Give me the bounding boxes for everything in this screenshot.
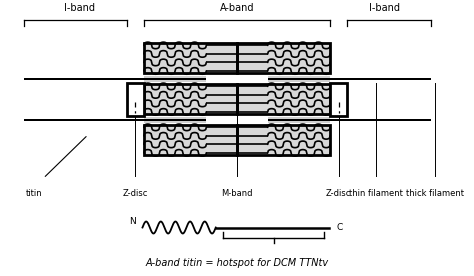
Bar (144, 76, 206, 82)
Bar (144, 43, 237, 73)
Bar (237, 125, 330, 155)
Bar (268, 76, 330, 82)
Text: I-band: I-band (64, 3, 95, 13)
Bar (268, 76, 330, 82)
Bar (144, 125, 237, 155)
Bar (144, 117, 206, 123)
Text: A-band: A-band (220, 3, 254, 13)
Text: thin filament: thin filament (349, 189, 403, 198)
Text: titin: titin (26, 189, 42, 198)
Bar (144, 84, 237, 114)
Text: M-band: M-band (221, 189, 253, 198)
Text: C: C (336, 223, 343, 232)
Text: Z-disc: Z-disc (123, 189, 148, 198)
Text: I-band: I-band (369, 3, 400, 13)
Bar (144, 43, 330, 73)
Text: Z-disc: Z-disc (326, 189, 351, 198)
Bar (144, 125, 330, 155)
Bar (268, 117, 330, 123)
Bar (330, 83, 347, 116)
Text: N: N (128, 217, 136, 226)
Bar (144, 117, 206, 123)
Bar (237, 84, 330, 114)
Bar (237, 43, 330, 73)
Bar (268, 117, 330, 123)
Bar (144, 76, 206, 82)
Bar (127, 83, 144, 116)
Text: thick filament: thick filament (407, 189, 465, 198)
Bar (144, 84, 330, 114)
Text: A-band titin = hotspot for DCM TTNtv: A-band titin = hotspot for DCM TTNtv (146, 259, 328, 269)
